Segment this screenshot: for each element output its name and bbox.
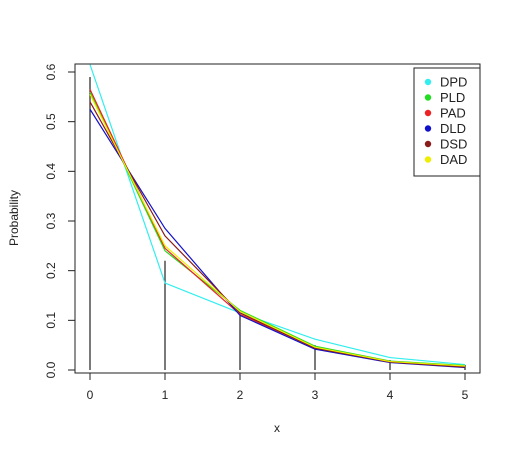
legend-label-pld: PLD xyxy=(440,90,465,105)
y-axis-title: Probability xyxy=(7,190,21,246)
legend-label-dld: DLD xyxy=(440,121,466,136)
y-tick-label: 0.3 xyxy=(44,212,58,229)
x-tick-label: 4 xyxy=(387,388,394,402)
y-tick-label: 0.2 xyxy=(44,262,58,279)
x-tick-label: 3 xyxy=(312,388,319,402)
series-lines xyxy=(89,64,466,369)
y-tick-label: 0.4 xyxy=(44,163,58,180)
x-axis: 0 1 2 3 4 5 xyxy=(87,372,469,402)
legend-label-dsd: DSD xyxy=(440,137,467,152)
x-tick-label: 1 xyxy=(162,388,169,402)
x-tick-label: 0 xyxy=(87,388,94,402)
legend-box xyxy=(413,67,481,177)
legend-marker-dld xyxy=(424,125,432,132)
legend-label-pad: PAD xyxy=(440,106,466,121)
legend-label-dad: DAD xyxy=(440,152,467,167)
x-tick-label: 5 xyxy=(462,388,469,402)
legend-marker-dpd xyxy=(424,78,432,86)
x-axis-title: x xyxy=(274,421,280,435)
x-tick-label: 2 xyxy=(237,388,244,402)
series-line-dad xyxy=(89,94,466,367)
legend-marker-dsd xyxy=(424,140,432,148)
y-tick-label: 0.1 xyxy=(44,312,58,329)
y-axis: 0.0 0.1 0.2 0.3 0.4 0.5 0.6 xyxy=(44,63,76,378)
legend-marker-pld xyxy=(424,94,432,101)
y-tick-label: 0.5 xyxy=(44,113,58,130)
y-tick-label: 0.6 xyxy=(44,63,58,80)
legend-marker-dad xyxy=(424,156,432,163)
series-line-dpd xyxy=(89,64,466,366)
series-line-dsd xyxy=(89,101,466,368)
legend-label-dpd: DPD xyxy=(440,75,467,90)
legend-marker-pad xyxy=(424,109,432,117)
y-tick-label: 0.0 xyxy=(44,361,58,378)
